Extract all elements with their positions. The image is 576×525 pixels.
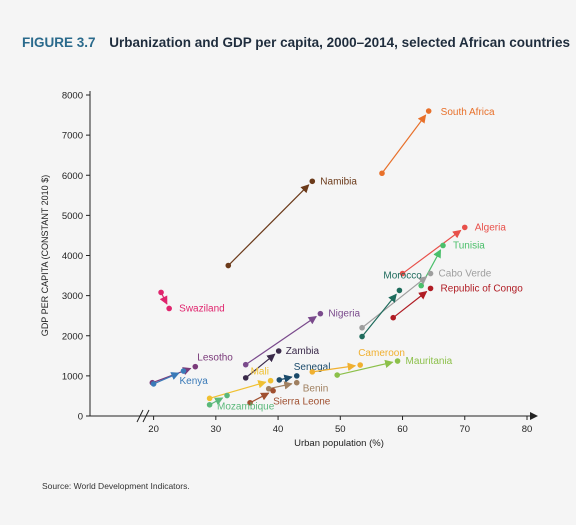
end-point: [267, 377, 274, 384]
arrow-benin: [268, 381, 293, 390]
x-tick-label: 20: [148, 424, 159, 435]
start-point: [206, 401, 213, 408]
end-point: [293, 373, 300, 379]
start-point: [359, 333, 365, 340]
series-label: Algeria: [475, 222, 507, 233]
series-label: Cabo Verde: [439, 269, 492, 280]
series-label: Republic of Congo: [441, 283, 524, 294]
end-point: [427, 285, 434, 292]
end-point: [440, 242, 446, 249]
start-point: [225, 262, 232, 269]
end-point: [317, 310, 324, 317]
figure-title: FIGURE 3.7 Urbanization and GDP per capi…: [22, 35, 570, 50]
series-label: Morocco: [383, 270, 422, 281]
series-label: South Africa: [441, 107, 495, 118]
axis-break-mark: [142, 409, 150, 423]
series-label: Benin: [303, 384, 329, 395]
arrow-zambia: [245, 353, 276, 379]
x-tick-label: 60: [397, 424, 408, 435]
series-label: Mauritania: [406, 356, 453, 367]
start-point: [309, 369, 316, 375]
end-point: [309, 178, 316, 185]
start-point: [247, 399, 253, 406]
start-point: [158, 289, 164, 296]
series-label: Mozambique: [217, 402, 275, 413]
end-point: [425, 108, 432, 114]
end-point: [270, 387, 276, 394]
start-point: [206, 395, 213, 402]
start-point: [359, 324, 365, 331]
series-label: Tunisia: [453, 240, 485, 251]
start-point: [276, 377, 283, 383]
y-tick-label: 2000: [62, 331, 83, 342]
y-tick-label: 6000: [62, 171, 83, 182]
series-label: Lesotho: [197, 353, 233, 364]
series-label: Senegal: [294, 362, 331, 373]
series-label: Namibia: [320, 176, 357, 187]
y-axis-label: GDP PER CAPITA (CONSTANT 2010 $): [40, 175, 50, 336]
end-point: [357, 362, 364, 368]
start-point: [418, 282, 425, 289]
source-note: Source: World Development Indicators.: [42, 481, 190, 491]
start-point: [242, 361, 249, 368]
x-axis-arrow: [530, 412, 538, 420]
end-point: [396, 287, 403, 294]
start-point: [265, 385, 272, 392]
arrow-algeria: [402, 229, 462, 275]
arrow-cameroon: [312, 362, 357, 373]
arrow-south-africa: [381, 114, 427, 174]
y-tick-label: 5000: [62, 211, 83, 222]
x-tick-label: 70: [459, 424, 470, 435]
series-label: Swaziland: [179, 303, 225, 314]
end-point: [427, 270, 434, 277]
series-label: Cameroon: [358, 348, 405, 359]
y-tick-label: 1000: [62, 371, 83, 382]
arrow-nigeria: [245, 316, 317, 366]
x-tick-label: 40: [273, 424, 284, 435]
x-tick-label: 80: [522, 424, 533, 435]
end-point: [461, 224, 468, 231]
arrow-sierra-leone: [249, 392, 270, 404]
start-point: [379, 170, 385, 177]
series-label: Kenya: [179, 376, 208, 387]
y-tick-label: 0: [78, 412, 83, 423]
start-point: [242, 375, 249, 381]
arrow-namibia: [227, 184, 310, 266]
series-label: Nigeria: [328, 309, 360, 320]
end-point: [394, 358, 401, 364]
end-point: [192, 363, 199, 370]
end-point: [275, 348, 282, 354]
x-tick-label: 50: [335, 424, 346, 435]
arrow-kenya: [153, 372, 180, 385]
start-point: [334, 372, 340, 378]
start-point: [390, 314, 396, 321]
end-point: [293, 379, 300, 386]
series-label: Sierra Leone: [273, 397, 331, 408]
end-point: [224, 392, 230, 399]
end-point: [180, 368, 187, 374]
arrow-mauritania: [337, 359, 394, 376]
figure-number: FIGURE 3.7: [22, 35, 96, 50]
y-tick-label: 4000: [62, 251, 83, 262]
arrow-republic-of-congo: [392, 290, 428, 319]
arrow-morocco: [361, 293, 397, 337]
y-tick-label: 3000: [62, 291, 83, 302]
arrow-mali: [209, 380, 267, 399]
start-point: [399, 270, 406, 277]
start-point: [150, 381, 157, 387]
x-axis-label: Urban population (%): [294, 438, 384, 449]
y-tick-label: 7000: [62, 131, 83, 142]
end-point: [166, 305, 172, 312]
axis-break-mark: [136, 409, 144, 423]
x-tick-label: 30: [211, 424, 222, 435]
series-label: Zambia: [286, 346, 320, 357]
y-tick-label: 8000: [62, 91, 83, 102]
figure-title-text: Urbanization and GDP per capita, 2000–20…: [109, 35, 570, 50]
series-label: Mali: [251, 367, 269, 378]
